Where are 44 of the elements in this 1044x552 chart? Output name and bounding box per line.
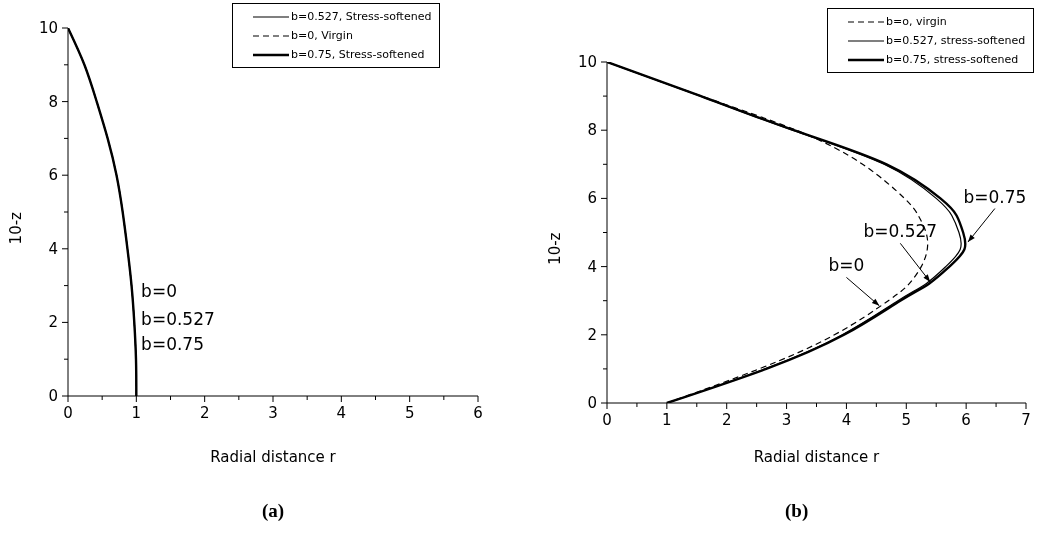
- x-tick-label: 6: [961, 411, 971, 429]
- x-axis-title: Radial distance r: [753, 448, 881, 466]
- legend-label: b=0.527, stress-softened: [886, 34, 1026, 47]
- text: (b): [785, 500, 809, 522]
- x-axis-title: Radial distance r: [210, 448, 337, 466]
- x-tick-label: 1: [662, 411, 672, 429]
- y-tick-label: 10: [38, 19, 58, 37]
- x-tick-label: 4: [336, 404, 347, 422]
- legend-label: b=0.75, Stress-softened: [291, 48, 425, 61]
- x-tick-label: 7: [1021, 411, 1031, 429]
- legend-label: b=0.527, Stress-softened: [291, 10, 432, 23]
- x-tick-label: 5: [901, 411, 912, 429]
- x-tick-label: 2: [721, 411, 732, 429]
- x-tick-label: 0: [63, 404, 73, 422]
- annotation: b=0: [828, 255, 865, 276]
- y-axis-title: 10-z: [546, 232, 565, 265]
- x-tick-label: 1: [131, 404, 142, 422]
- y-tick-label: 6: [48, 166, 58, 185]
- y-tick-label: 4: [48, 239, 58, 258]
- annotation: b=0.527: [141, 308, 215, 329]
- x-tick-label: 3: [268, 404, 278, 422]
- y-axis-title: 10-z: [7, 211, 26, 245]
- annotation: b=0.75: [963, 186, 1027, 207]
- y-tick-label: 2: [587, 325, 597, 344]
- x-tick-label: 2: [199, 404, 210, 422]
- annotation: b=0.527: [863, 221, 938, 242]
- legend-label: b=0.75, stress-softened: [886, 53, 1019, 66]
- y-tick-label: 4: [587, 257, 597, 276]
- y-tick-label: 6: [587, 189, 597, 208]
- legend-label: b=0, Virgin: [291, 29, 353, 42]
- x-tick-label: 6: [473, 404, 483, 422]
- y-tick-label: 2: [48, 313, 58, 332]
- x-tick-label: 4: [841, 411, 852, 429]
- y-tick-label: 8: [48, 92, 58, 111]
- legend-label: b=o, virgin: [886, 15, 947, 28]
- x-tick-label: 0: [602, 411, 612, 429]
- y-tick-label: 0: [48, 387, 58, 405]
- text: (a): [262, 500, 285, 522]
- y-tick-label: 10: [577, 53, 597, 71]
- x-tick-label: 5: [404, 404, 415, 422]
- annotation: b=0: [141, 281, 177, 302]
- y-tick-label: 8: [587, 121, 597, 140]
- annotation: b=0.75: [141, 334, 205, 355]
- x-tick-label: 3: [781, 411, 792, 429]
